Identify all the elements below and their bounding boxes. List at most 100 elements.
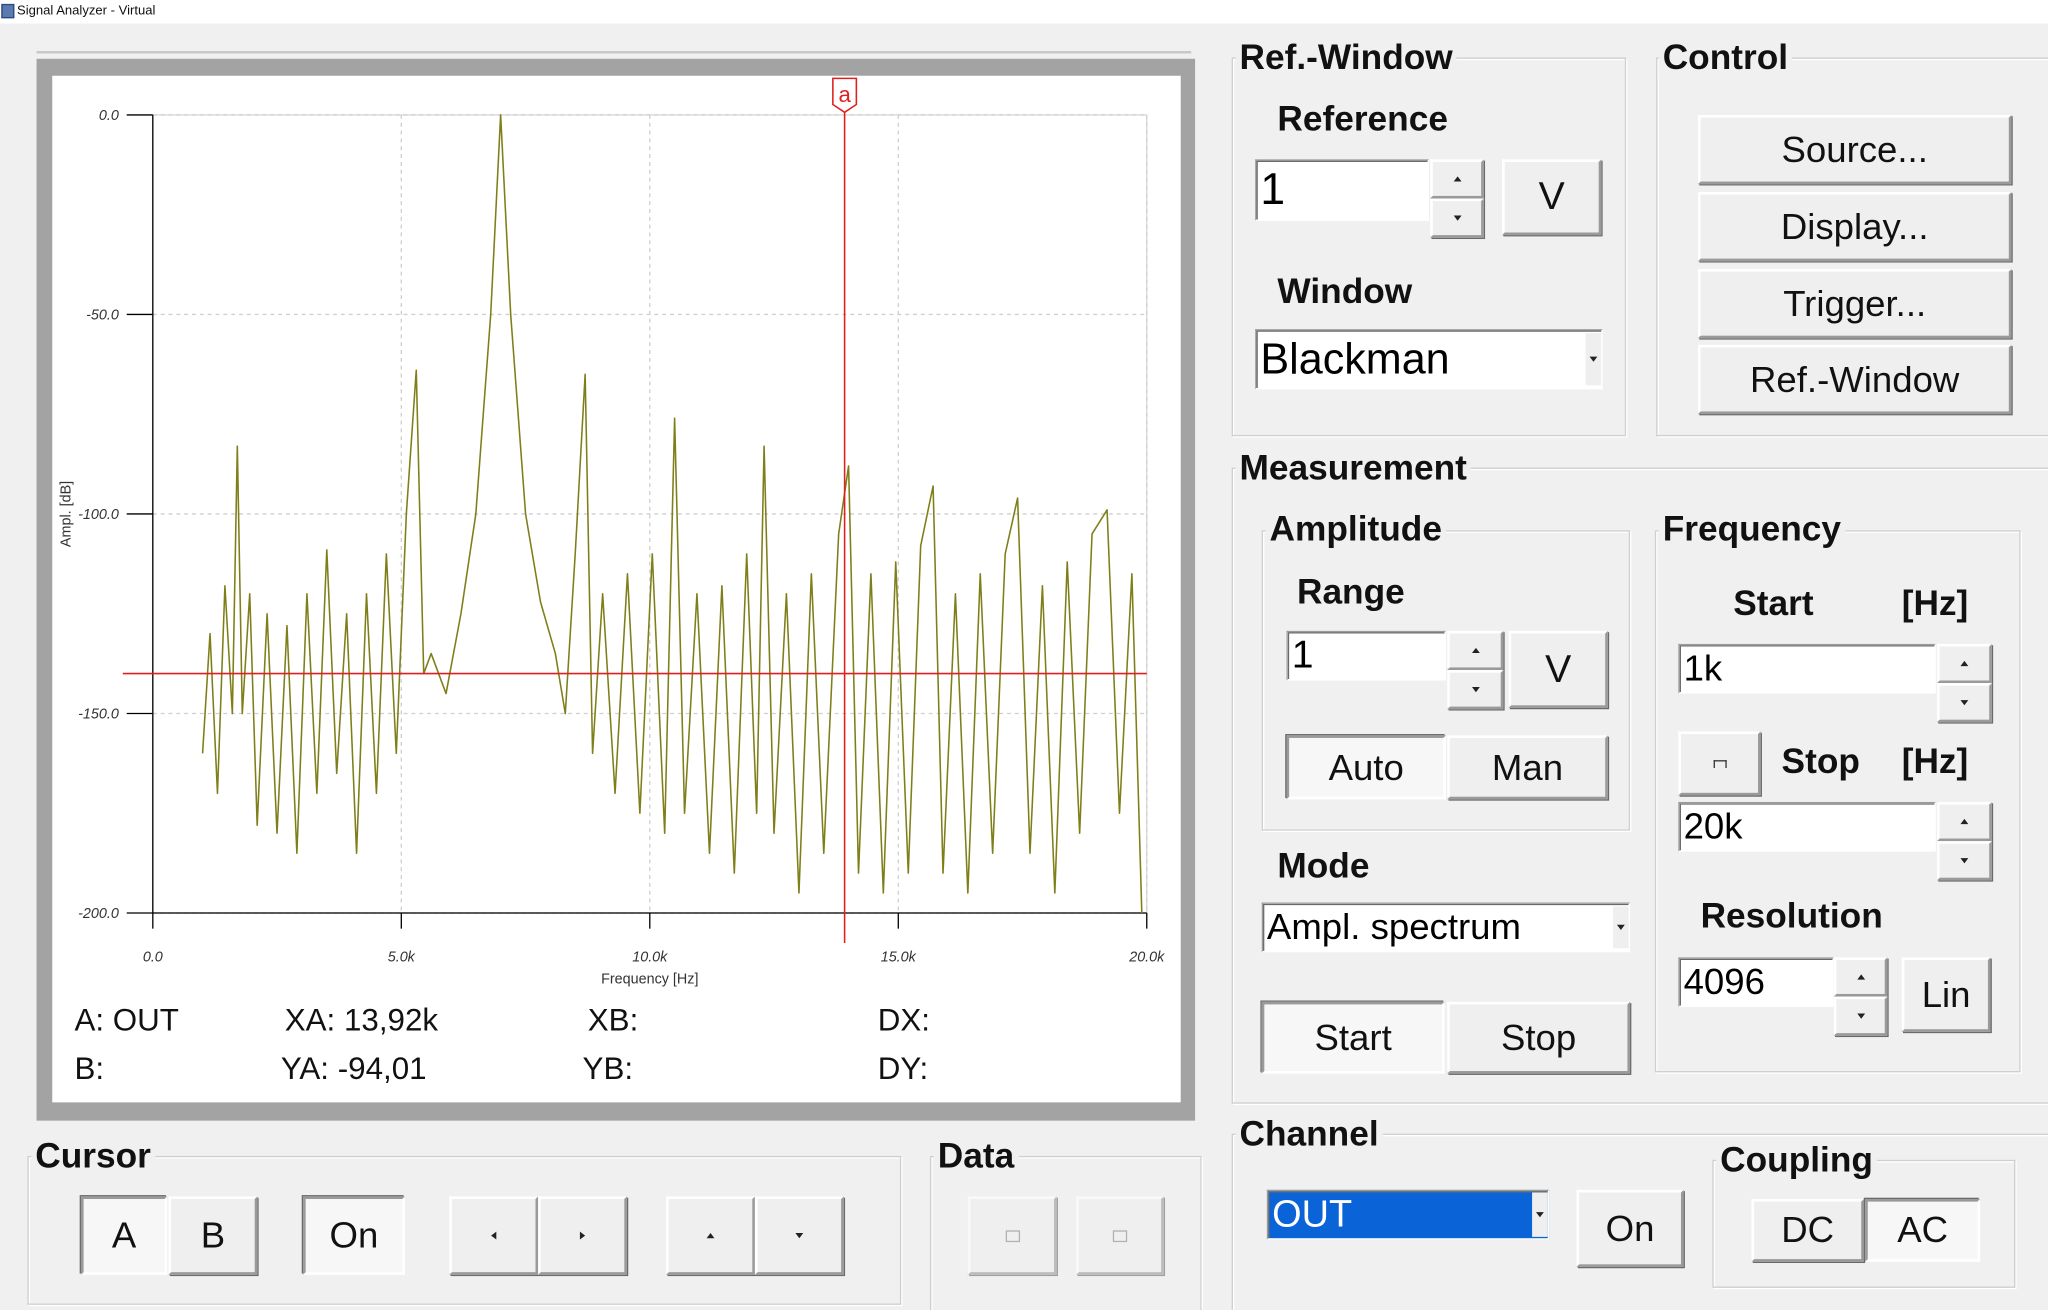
group-title: Cursor: [31, 1136, 155, 1176]
arrow-icon: [1589, 356, 1598, 362]
display-button[interactable]: Display...: [1697, 191, 2012, 262]
stop-frequency-input[interactable]: 20k: [1678, 801, 1936, 852]
arrow-icon: [706, 1232, 715, 1239]
dc-button[interactable]: DC: [1751, 1199, 1864, 1262]
cursor-b-button[interactable]: B: [168, 1196, 258, 1275]
spectrum-chart: 0.0 -50.0 -100.0 -150.0 -200.0 0.0 5.0k 10.0k 15…: [36, 50, 1196, 1121]
label: Window: [1277, 271, 1413, 311]
readout-dx: DX:: [877, 1003, 930, 1039]
cursor-right-button[interactable]: [538, 1196, 627, 1275]
dropdown-arrow[interactable]: [1532, 1192, 1548, 1237]
link-button[interactable]: [1678, 731, 1761, 796]
spectrum-line: [201, 114, 1143, 914]
scale-button[interactable]: Lin: [1901, 957, 1991, 1032]
group-box: [929, 1155, 1202, 1310]
unit-label: [Hz]: [1901, 583, 1969, 624]
spin-down[interactable]: [1833, 996, 1888, 1036]
start-button[interactable]: Start: [1261, 1001, 1445, 1074]
arrow-icon: [1453, 215, 1461, 221]
spin-down[interactable]: [1936, 683, 1992, 723]
mode-dropdown[interactable]: Ampl. spectrum: [1261, 902, 1631, 953]
group-title: Frequency: [1658, 509, 1845, 549]
spin-down[interactable]: [1447, 670, 1504, 710]
reference-input[interactable]: 1: [1255, 159, 1429, 221]
arrow-icon: [1471, 687, 1480, 693]
trigger-button[interactable]: Trigger...: [1697, 269, 2012, 339]
spin-up[interactable]: [1936, 643, 1992, 684]
spin-up[interactable]: [1430, 159, 1484, 199]
export-icon: [1112, 1229, 1128, 1242]
unit-label: [Hz]: [1901, 741, 1969, 782]
source-button[interactable]: Source...: [1697, 114, 2012, 185]
readout-yb: YB:: [582, 1051, 634, 1087]
man-button[interactable]: Man: [1447, 735, 1608, 800]
import-button[interactable]: [967, 1196, 1057, 1275]
dropdown-arrow[interactable]: [1613, 906, 1629, 949]
unit-button[interactable]: V: [1508, 630, 1608, 708]
arrow-icon: [1960, 660, 1969, 667]
cursor-a-button[interactable]: A: [80, 1196, 168, 1275]
arrow-icon: [1471, 647, 1480, 654]
spin-down[interactable]: [1936, 841, 1992, 881]
spin-up[interactable]: [1833, 957, 1888, 997]
arrow-icon: [1616, 924, 1625, 930]
ref-window-button[interactable]: Ref.-Window: [1697, 344, 2012, 415]
y-tick-label: -200.0: [78, 906, 119, 922]
y-tick-label: -150.0: [78, 707, 119, 723]
group-title: Ref.-Window: [1235, 37, 1457, 78]
label: Start: [1733, 583, 1814, 624]
x-tick-label: 0.0: [143, 949, 163, 965]
stop-button[interactable]: Stop: [1447, 1001, 1631, 1074]
readout-b: B:: [74, 1051, 105, 1087]
cursor-peak-down-button[interactable]: [754, 1196, 844, 1275]
window-dropdown[interactable]: Blackman: [1255, 329, 1603, 390]
y-tick-label: -100.0: [78, 507, 119, 523]
group-title: Amplitude: [1265, 509, 1446, 549]
x-tick-label: 10.0k: [632, 949, 668, 965]
label: Range: [1296, 572, 1405, 612]
spin-up[interactable]: [1936, 801, 1992, 842]
cursor-label: a: [838, 82, 851, 107]
cursor-left-button[interactable]: [449, 1196, 539, 1275]
arrow-icon: [1856, 974, 1865, 980]
unit-button[interactable]: V: [1502, 159, 1602, 236]
x-axis-label: Frequency [Hz]: [601, 972, 698, 988]
arrow-icon: [579, 1231, 586, 1240]
readout-dy: DY:: [877, 1051, 929, 1087]
window-title: Signal Analyzer - Virtual: [16, 3, 156, 19]
spin-up[interactable]: [1447, 630, 1504, 671]
cursor-peak-up-button[interactable]: [666, 1196, 755, 1275]
export-button[interactable]: [1076, 1196, 1164, 1275]
cursor-on-button[interactable]: On: [303, 1196, 405, 1275]
readout-xa: XA: 13,92k: [284, 1003, 439, 1039]
ac-button[interactable]: AC: [1865, 1199, 1981, 1262]
readout-xb: XB:: [587, 1003, 639, 1039]
resolution-input[interactable]: 4096: [1678, 957, 1834, 1008]
group-title: Measurement: [1235, 447, 1471, 488]
spin-down[interactable]: [1430, 198, 1484, 238]
label: Stop: [1781, 741, 1860, 782]
group-title: Control: [1658, 37, 1792, 78]
readout-ya: YA: -94,01: [280, 1051, 427, 1087]
auto-button[interactable]: Auto: [1286, 735, 1446, 800]
channel-on-button[interactable]: On: [1576, 1189, 1684, 1267]
link-icon: [1712, 759, 1727, 768]
x-tick-label: 15.0k: [881, 949, 917, 965]
label: Resolution: [1700, 895, 1883, 936]
group-box: [27, 1155, 902, 1305]
arrow-icon: [1856, 1013, 1865, 1019]
arrow-icon: [1960, 818, 1969, 825]
start-frequency-input[interactable]: 1k: [1678, 643, 1936, 694]
x-tick-label: 20.0k: [1128, 949, 1165, 965]
label: Reference: [1277, 99, 1448, 139]
arrow-icon: [795, 1232, 804, 1239]
y-axis-label: Ampl. [dB]: [59, 481, 75, 547]
title-bar: Signal Analyzer - Virtual: [0, 0, 2048, 24]
dropdown-arrow[interactable]: [1585, 333, 1602, 386]
label: Mode: [1277, 846, 1370, 886]
channel-dropdown[interactable]: OUT: [1266, 1189, 1550, 1240]
range-input[interactable]: 1: [1286, 630, 1446, 681]
arrow-icon: [1453, 176, 1461, 182]
